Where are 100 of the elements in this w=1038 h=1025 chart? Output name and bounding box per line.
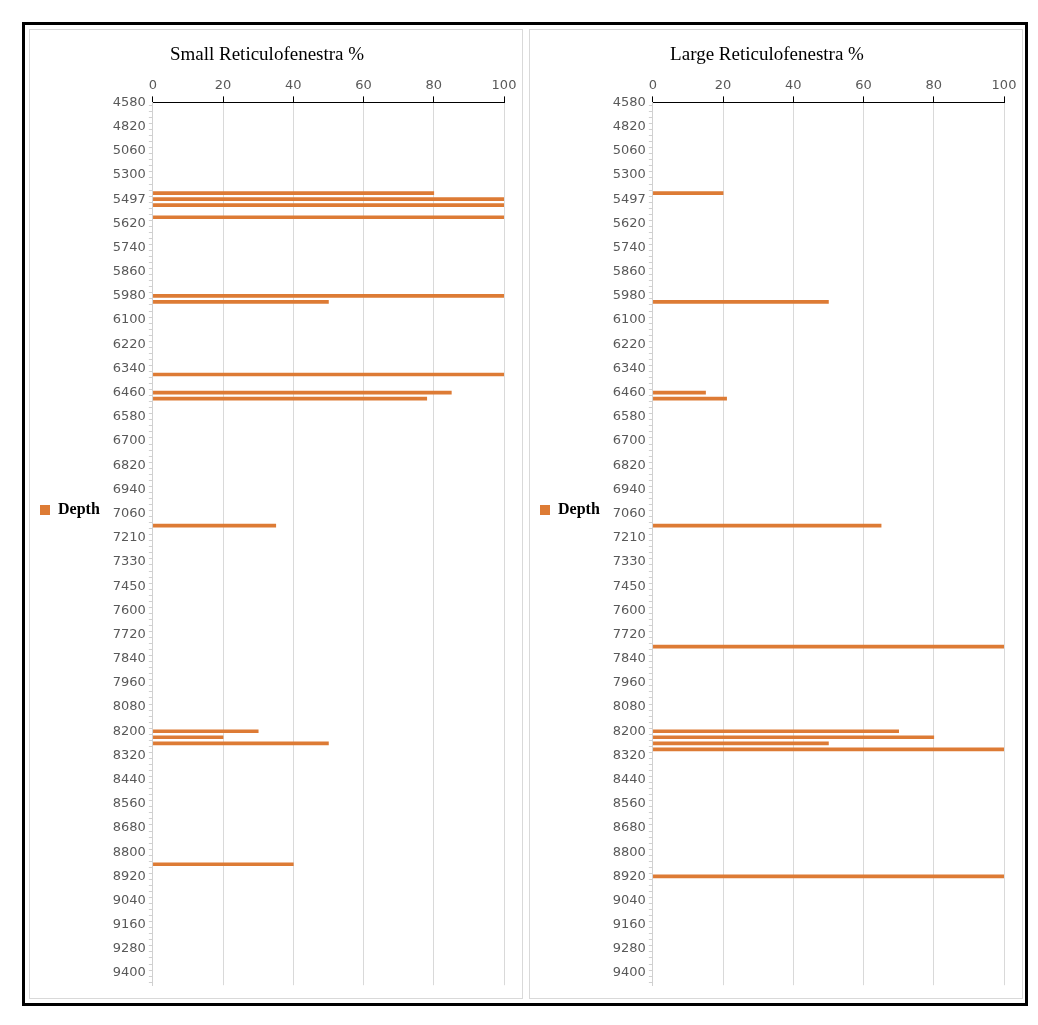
- x-tick-label: 80: [425, 76, 443, 92]
- y-tick-label: 6220: [112, 335, 146, 351]
- y-tick-label: 5980: [112, 287, 146, 303]
- bar: [153, 203, 504, 208]
- y-tick-label: 9160: [612, 916, 646, 932]
- y-tick-label: 5620: [612, 214, 646, 230]
- bar: [653, 735, 935, 740]
- bar: [653, 396, 727, 401]
- y-tick-label: 6220: [612, 335, 646, 351]
- y-tick-label: 7450: [112, 577, 146, 593]
- y-tick-label: 8200: [112, 722, 146, 738]
- y-tick-label: 7840: [612, 650, 646, 666]
- y-tick-label: 8200: [612, 722, 646, 738]
- y-tick-label: 8800: [112, 843, 146, 859]
- y-tick-label: 6820: [612, 456, 646, 472]
- y-tick-label: 7060: [612, 504, 646, 520]
- y-tick-label: 5620: [112, 214, 146, 230]
- y-tick-label: 4580: [112, 93, 146, 109]
- bar: [153, 735, 224, 740]
- y-tick-label: 4580: [612, 93, 646, 109]
- y-tick-label: 6100: [112, 311, 146, 327]
- bar: [153, 197, 504, 201]
- x-tick-label: 60: [855, 76, 872, 92]
- y-tick-label: 6700: [112, 432, 146, 448]
- y-tick-label: 5860: [112, 263, 146, 279]
- x-tick-label: 100: [991, 76, 1017, 92]
- y-tick-label: 8320: [112, 746, 146, 762]
- y-tick-label: 8560: [112, 795, 146, 811]
- y-tick-label: 8920: [112, 867, 146, 883]
- x-tick-label: 60: [355, 76, 372, 92]
- legend-label: Depth: [558, 500, 600, 519]
- bar: [153, 396, 428, 401]
- bar: [153, 300, 329, 304]
- x-tick-label: 20: [214, 76, 232, 92]
- y-tick-label: 8560: [612, 795, 646, 811]
- x-tick-label: 0: [648, 76, 658, 92]
- y-tick-label: 9280: [612, 940, 646, 956]
- y-tick-label: 6340: [612, 359, 646, 375]
- y-tick-label: 7720: [112, 625, 146, 641]
- y-tick-label: 6580: [612, 408, 646, 424]
- y-tick-label: 5060: [112, 142, 146, 158]
- bar: [653, 729, 899, 734]
- x-tick-label: 20: [714, 76, 732, 92]
- y-tick-label: 5497: [112, 190, 146, 206]
- bar: [653, 191, 724, 195]
- x-tick-label: 80: [925, 76, 943, 92]
- y-tick-label: 5980: [612, 287, 646, 303]
- y-tick-label: 5740: [612, 238, 646, 254]
- y-tick-label: 8080: [612, 698, 646, 714]
- chart-title: Large Reticulofenestra %: [670, 43, 865, 65]
- y-tick-label: 6460: [612, 384, 646, 400]
- y-tick-label: 7060: [112, 504, 146, 520]
- y-tick-label: 9040: [612, 891, 646, 907]
- y-tick-label: 6580: [112, 408, 146, 424]
- y-tick-label: 7330: [612, 553, 646, 569]
- y-tick-label: 8680: [612, 819, 646, 835]
- y-tick-label: 6940: [612, 480, 646, 496]
- x-tick-label: 40: [285, 76, 302, 92]
- y-tick-label: 8440: [612, 770, 646, 786]
- y-tick-label: 9160: [112, 916, 146, 932]
- y-tick-label: 6820: [112, 456, 146, 472]
- bar: [653, 300, 829, 304]
- legend-label: Depth: [58, 500, 100, 519]
- y-tick-label: 8320: [612, 746, 646, 762]
- y-tick-label: 6100: [612, 311, 646, 327]
- y-tick-label: 8920: [612, 867, 646, 883]
- y-tick-label: 5300: [112, 166, 146, 182]
- y-tick-label: 9280: [112, 940, 146, 956]
- y-tick-label: 7960: [112, 674, 146, 690]
- y-tick-label: 7720: [612, 625, 646, 641]
- y-tick-label: 9400: [112, 964, 146, 980]
- y-tick-label: 7450: [612, 577, 646, 593]
- bar: [153, 294, 504, 298]
- y-tick-label: 8680: [112, 819, 146, 835]
- y-tick-label: 6700: [612, 432, 646, 448]
- y-tick-label: 5060: [612, 142, 646, 158]
- y-tick-label: 4820: [612, 117, 646, 133]
- y-tick-label: 9400: [612, 964, 646, 980]
- y-tick-label: 9040: [112, 891, 146, 907]
- x-tick-label: 100: [491, 76, 517, 92]
- x-tick-label: 0: [148, 76, 158, 92]
- y-tick-label: 8800: [612, 843, 646, 859]
- y-tick-label: 8440: [112, 770, 146, 786]
- y-tick-label: 5740: [112, 238, 146, 254]
- y-tick-label: 5497: [612, 190, 646, 206]
- y-tick-label: 7330: [112, 553, 146, 569]
- bar: [153, 729, 259, 734]
- y-tick-label: 6940: [112, 480, 146, 496]
- y-tick-label: 8080: [112, 698, 146, 714]
- y-tick-label: 7960: [612, 674, 646, 690]
- y-tick-label: 4820: [112, 117, 146, 133]
- y-tick-label: 6460: [112, 384, 146, 400]
- y-tick-label: 5300: [612, 166, 646, 182]
- y-tick-label: 7210: [112, 529, 146, 545]
- y-tick-label: 7600: [612, 601, 646, 617]
- y-tick-label: 7600: [112, 601, 146, 617]
- x-tick-label: 40: [785, 76, 802, 92]
- y-tick-label: 7210: [612, 529, 646, 545]
- bar: [153, 191, 435, 195]
- bar: [153, 215, 504, 220]
